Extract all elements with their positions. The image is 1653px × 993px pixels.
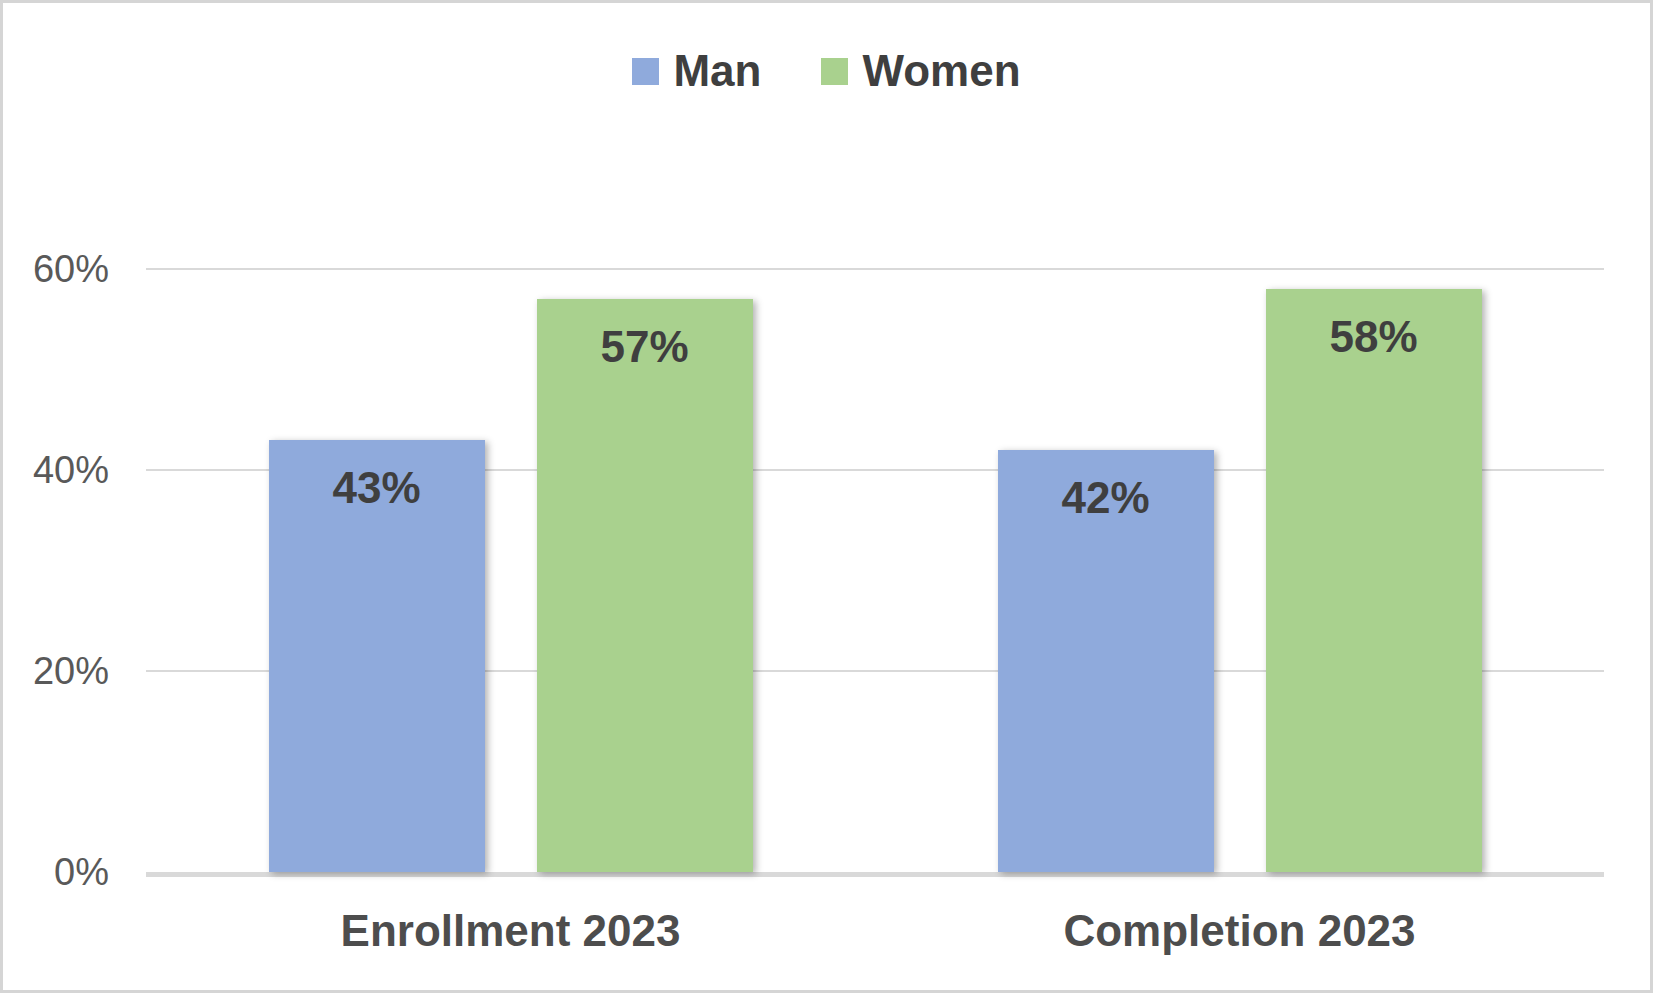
plot-area: 0% 20% 40% 60% 43% 57% Enrollment 2023 42% 58% Co… [3,3,1650,990]
y-tick-label-0%: 0% [3,851,109,893]
data-label-women-0: 57% [537,325,753,369]
y-tick-label-60%: 60% [3,248,109,290]
x-axis-label-1: Completion 2023 [875,909,1604,953]
data-label-man-0: 43% [269,466,485,510]
data-label-man-1: 42% [998,476,1214,520]
gridline-60% [146,268,1604,270]
data-label-women-1: 58% [1266,315,1482,359]
x-axis-label-0: Enrollment 2023 [146,909,875,953]
bar-man-0: 43% [269,440,485,872]
bar-man-1: 42% [998,450,1214,872]
bar-women-1: 58% [1266,289,1482,872]
x-axis-line [146,872,1604,877]
bar-chart: Man Women 0%20%40%60%43%57%Enrollment 20… [0,0,1653,993]
y-tick-label-40%: 40% [3,449,109,491]
bar-women-0: 57% [537,299,753,872]
y-tick-label-20%: 20% [3,650,109,692]
